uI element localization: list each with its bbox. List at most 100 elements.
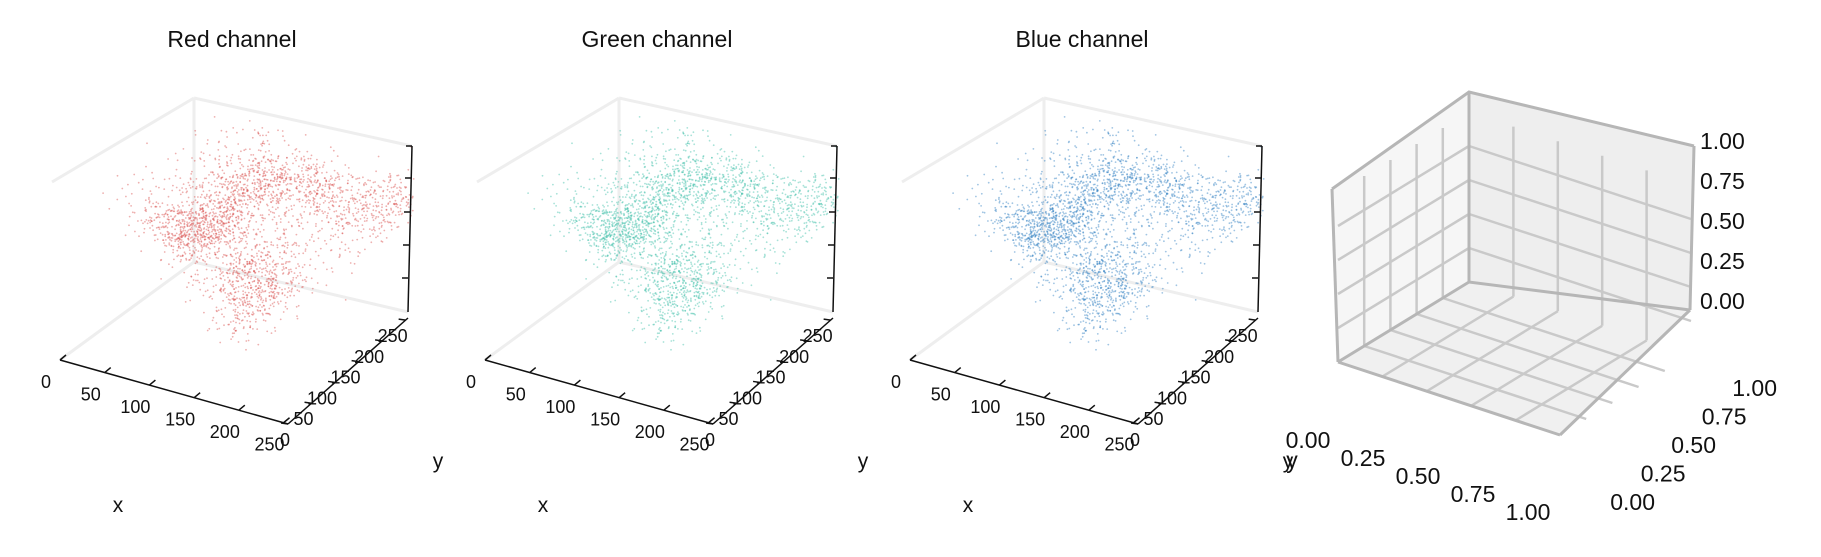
- data-point: [198, 240, 201, 243]
- y-tick-label: 250: [378, 326, 408, 346]
- data-point: [165, 221, 167, 224]
- data-point: [233, 224, 236, 227]
- data-point: [239, 253, 242, 255]
- data-point: [666, 278, 669, 281]
- data-point: [253, 238, 256, 240]
- data-point: [385, 194, 388, 197]
- data-point: [194, 234, 197, 237]
- data-point: [202, 232, 205, 234]
- data-point: [639, 191, 641, 194]
- data-point: [786, 224, 789, 227]
- data-point: [585, 226, 588, 229]
- data-point: [751, 268, 753, 271]
- data-point: [632, 246, 635, 249]
- data-point: [340, 189, 342, 192]
- data-point: [270, 332, 273, 334]
- data-point: [188, 249, 191, 252]
- data-point: [279, 167, 282, 170]
- data-point: [202, 152, 205, 155]
- data-point: [159, 232, 162, 235]
- data-point: [174, 175, 177, 177]
- data-point: [307, 174, 310, 177]
- data-point: [691, 203, 693, 206]
- data-point: [257, 306, 260, 309]
- data-point: [186, 225, 189, 228]
- data-point: [142, 222, 144, 225]
- data-point: [599, 228, 601, 231]
- data-point: [337, 187, 339, 190]
- data-point: [631, 193, 633, 196]
- data-point: [260, 282, 262, 285]
- data-point: [322, 201, 325, 204]
- data-point: [737, 204, 740, 206]
- data-point: [319, 203, 321, 206]
- data-point: [234, 201, 237, 204]
- data-point: [630, 268, 633, 271]
- data-point: [572, 219, 575, 222]
- data-point: [295, 187, 298, 190]
- data-point: [627, 223, 630, 226]
- data-point: [691, 257, 694, 259]
- data-point: [268, 295, 271, 298]
- data-point: [304, 278, 306, 281]
- data-point: [644, 205, 647, 208]
- data-point: [215, 233, 218, 236]
- data-point: [269, 304, 272, 307]
- data-point: [201, 184, 204, 187]
- data-point: [372, 214, 375, 217]
- data-point: [225, 209, 228, 212]
- data-point: [213, 251, 216, 254]
- data-point: [233, 224, 236, 227]
- data-point: [695, 241, 698, 244]
- data-point: [617, 279, 620, 281]
- data-point: [686, 301, 689, 304]
- data-point: [258, 243, 261, 246]
- data-point: [672, 225, 675, 228]
- data-point: [167, 222, 170, 225]
- data-point: [667, 290, 669, 293]
- data-point: [602, 246, 605, 249]
- data-point: [183, 271, 186, 274]
- data-point: [284, 242, 287, 244]
- data-point: [211, 230, 213, 233]
- data-point: [308, 239, 311, 241]
- data-point: [607, 234, 609, 237]
- data-point: [219, 207, 222, 210]
- data-point: [229, 176, 231, 178]
- data-point: [249, 320, 252, 323]
- data-point: [664, 167, 667, 170]
- data-point: [186, 223, 188, 226]
- data-point: [623, 281, 626, 284]
- data-point: [707, 273, 709, 275]
- data-point: [223, 324, 225, 327]
- data-point: [614, 299, 617, 302]
- data-point: [259, 184, 262, 187]
- data-point: [735, 176, 737, 179]
- data-point: [240, 206, 243, 208]
- data-point: [297, 198, 300, 201]
- data-point: [669, 192, 671, 195]
- data-point: [671, 179, 674, 182]
- data-point: [579, 239, 581, 242]
- data-point: [637, 203, 640, 205]
- data-point: [566, 188, 569, 191]
- data-point: [666, 214, 668, 217]
- data-point: [277, 183, 280, 186]
- data-point: [230, 203, 232, 206]
- data-point: [381, 214, 384, 217]
- data-point: [671, 277, 674, 279]
- data-point: [229, 246, 232, 249]
- data-point: [232, 176, 234, 178]
- data-point: [303, 155, 305, 158]
- data-point: [262, 194, 265, 197]
- data-point: [746, 172, 748, 174]
- data-point: [775, 174, 778, 177]
- data-point: [637, 208, 640, 210]
- data-point: [154, 212, 157, 215]
- data-point: [215, 212, 217, 215]
- data-point: [660, 247, 663, 250]
- data-point: [756, 191, 759, 193]
- data-point: [211, 278, 214, 280]
- data-point: [299, 271, 301, 274]
- data-point: [663, 272, 666, 275]
